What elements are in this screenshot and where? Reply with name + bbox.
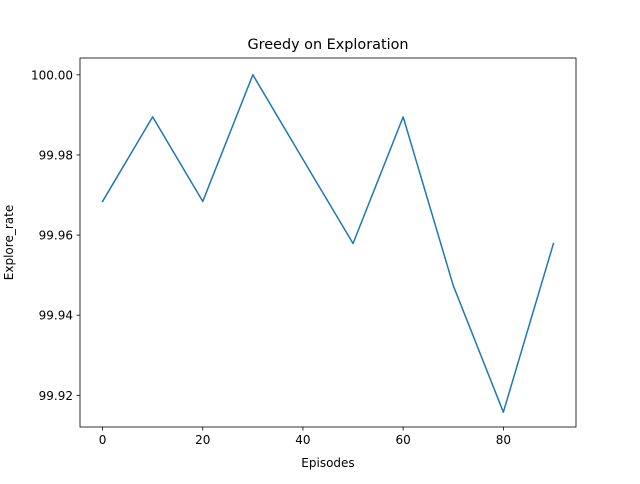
x-tick-label: 80 — [496, 433, 511, 447]
x-axis-label: Episodes — [301, 456, 354, 470]
y-tick-label: 99.96 — [39, 229, 73, 243]
y-tick-label: 99.92 — [39, 389, 73, 403]
x-tick-label: 0 — [99, 433, 107, 447]
series-line — [101, 74, 555, 413]
plot-frame — [79, 57, 577, 428]
x-axis: 0 20 40 60 80 — [99, 427, 511, 447]
y-tick-label: 100.00 — [31, 68, 73, 82]
y-tick-label: 99.98 — [39, 148, 73, 162]
plot-area — [79, 57, 577, 428]
x-tick-label: 60 — [396, 433, 411, 447]
y-tick-label: 99.94 — [39, 309, 73, 323]
series-layer — [101, 74, 555, 413]
chart-title: Greedy on Exploration — [247, 37, 408, 53]
y-axis: 99.92 99.94 99.96 99.98 100.00 — [31, 68, 80, 403]
y-axis-label: Explore_rate — [2, 205, 16, 280]
x-tick-label: 20 — [195, 433, 210, 447]
x-tick-label: 40 — [295, 433, 310, 447]
